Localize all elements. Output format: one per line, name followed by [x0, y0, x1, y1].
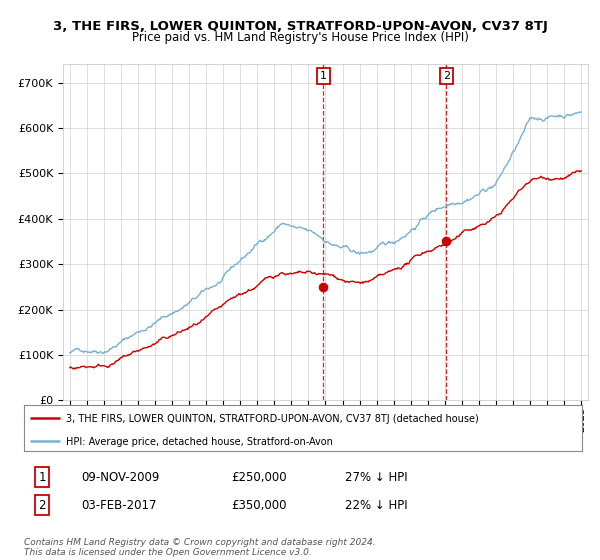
Text: HPI: Average price, detached house, Stratford-on-Avon: HPI: Average price, detached house, Stra…	[66, 437, 333, 447]
Text: 03-FEB-2017: 03-FEB-2017	[81, 498, 157, 512]
Text: 2: 2	[38, 498, 46, 512]
Point	[319, 282, 328, 291]
Text: 22% ↓ HPI: 22% ↓ HPI	[345, 498, 407, 512]
Text: 3, THE FIRS, LOWER QUINTON, STRATFORD-UPON-AVON, CV37 8TJ (detached house): 3, THE FIRS, LOWER QUINTON, STRATFORD-UP…	[66, 414, 479, 424]
Point	[442, 237, 451, 246]
Text: 27% ↓ HPI: 27% ↓ HPI	[345, 470, 407, 484]
Text: Price paid vs. HM Land Registry's House Price Index (HPI): Price paid vs. HM Land Registry's House …	[131, 31, 469, 44]
Text: Contains HM Land Registry data © Crown copyright and database right 2024.
This d: Contains HM Land Registry data © Crown c…	[24, 538, 376, 557]
Text: 2: 2	[443, 71, 450, 81]
Text: 3, THE FIRS, LOWER QUINTON, STRATFORD-UPON-AVON, CV37 8TJ: 3, THE FIRS, LOWER QUINTON, STRATFORD-UP…	[53, 20, 547, 32]
Text: £250,000: £250,000	[231, 470, 287, 484]
Text: £350,000: £350,000	[231, 498, 287, 512]
Text: 09-NOV-2009: 09-NOV-2009	[81, 470, 160, 484]
Text: 1: 1	[320, 71, 327, 81]
Text: 1: 1	[38, 470, 46, 484]
